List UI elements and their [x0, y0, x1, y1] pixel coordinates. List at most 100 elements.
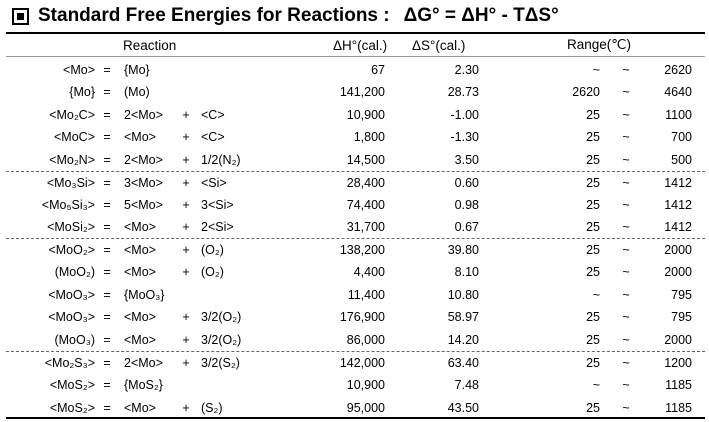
product-2-cell — [201, 284, 291, 306]
title-equation: ΔG° = ΔH° - TΔS° — [403, 5, 559, 26]
equals-cell: = — [103, 85, 111, 99]
range-tilde-cell: ~ — [622, 288, 630, 302]
table-row: <Mo₂C> = 2<Mo> + <C> 10,900 -1.00 25 ~1100 — [0, 104, 709, 126]
equals-cell: = — [103, 356, 111, 370]
table-title: Standard Free Energies for Reactions : Δ… — [12, 3, 559, 29]
delta-h-cell: 176,900 — [339, 310, 385, 324]
delta-h-cell: 141,200 — [339, 85, 385, 99]
delta-s-cell: 3.50 — [454, 153, 479, 167]
range-tilde-cell: ~ — [622, 378, 630, 392]
plus-cell: + — [182, 198, 190, 212]
range-tilde-cell: ~ — [622, 198, 630, 212]
range-tilde-cell: ~ — [622, 356, 630, 370]
table-row: <Mo₃Si> = 3<Mo> + <Si> 28,400 0.60 25 ~1412 — [0, 172, 709, 194]
product-2-cell: <Si> — [201, 176, 227, 190]
equals-cell: = — [103, 153, 111, 167]
range-high-cell: 1412 — [664, 176, 692, 190]
range-low-cell: 2620 — [572, 85, 600, 99]
delta-h-cell: 31,700 — [346, 220, 385, 234]
table-row: <Mo₂N> = 2<Mo> +1/2(N₂) 14,500 3.50 25 ~500 — [0, 149, 709, 171]
equals-cell: = — [103, 243, 111, 257]
table-row: <MoO₂> = <Mo> + (O₂) 138,200 39.80 25 ~2000 — [0, 239, 709, 261]
equals-cell: = — [103, 220, 111, 234]
delta-s-cell: 43.50 — [447, 401, 479, 415]
plus-cell: + — [182, 310, 190, 324]
reactant-cell: (MoO₂) — [54, 265, 95, 279]
top-rule — [6, 32, 705, 34]
range-high-cell: 500 — [671, 153, 692, 167]
delta-h-cell: 28,400 — [346, 176, 385, 190]
delta-s-cell: 8.10 — [454, 265, 479, 279]
table-row: <Mo₂S₃> = 2<Mo> +3/2(S₂) 142,000 63.40 25 ~1200 — [0, 352, 709, 374]
range-low-cell: 25 — [586, 243, 600, 257]
equals-cell: = — [103, 288, 111, 302]
delta-s-cell: 14.20 — [447, 333, 479, 347]
title-text: Standard Free Energies for Reactions : — [38, 5, 390, 26]
plus-cell — [180, 284, 192, 306]
product-2-cell — [201, 81, 291, 103]
equals-cell: = — [103, 108, 111, 122]
reactant-cell: <Mo₂C> — [49, 108, 95, 122]
range-high-cell: 795 — [671, 288, 692, 302]
product-1-cell: <Mo> — [124, 265, 156, 279]
product-2-cell: <C> — [201, 108, 225, 122]
range-tilde-cell: ~ — [622, 85, 630, 99]
equals-cell: = — [103, 265, 111, 279]
table-row: <MoO₃> = <Mo> +3/2(O₂) 176,900 58.97 25 ~795 — [0, 306, 709, 328]
range-high-cell: 1100 — [665, 108, 692, 122]
equals-cell: = — [103, 63, 111, 77]
plus-cell: + — [182, 176, 190, 190]
reactant-cell: <MoC> — [54, 130, 95, 144]
range-high-cell: 795 — [671, 310, 692, 324]
range-low-cell: 25 — [586, 153, 600, 167]
plus-cell: + — [182, 243, 190, 257]
range-tilde-cell: ~ — [622, 220, 630, 234]
range-low-cell: 25 — [586, 198, 600, 212]
equals-cell: = — [103, 130, 111, 144]
delta-s-cell: 0.98 — [454, 198, 479, 212]
reactant-cell: <MoS₂> — [49, 378, 95, 392]
product-2-cell — [201, 374, 291, 396]
range-high-cell: 2000 — [664, 333, 692, 347]
header-reaction: Reaction — [123, 37, 177, 53]
bottom-rule — [6, 417, 705, 419]
reactant-cell: (MoO₃) — [54, 333, 95, 347]
range-tilde-cell: ~ — [622, 333, 630, 347]
header-delta-h: ΔH°(cal.) — [333, 37, 388, 53]
range-low-cell: 25 — [586, 401, 600, 415]
delta-s-cell: -1.30 — [450, 130, 480, 144]
table-row: <MoS₂> = <Mo> + (S₂) 95,000 43.50 25 ~1185 — [0, 397, 709, 419]
range-high-cell: 700 — [671, 130, 692, 144]
delta-h-cell: 142,000 — [339, 356, 385, 370]
plus-cell: + — [182, 333, 190, 347]
table-row: <MoC> = <Mo> + <C> 1,800 -1.30 25 ~700 — [0, 126, 709, 148]
reactant-cell: <Mo₅Si₃> — [41, 198, 95, 212]
product-1-cell: <Mo> — [124, 220, 156, 234]
delta-h-cell: 67 — [371, 63, 385, 77]
square-bullet-icon — [12, 7, 29, 25]
product-2-cell: <C> — [201, 130, 225, 144]
product-2-cell: 2<Si> — [201, 220, 234, 234]
delta-s-cell: 39.80 — [447, 243, 479, 257]
range-tilde-cell: ~ — [622, 63, 630, 77]
product-2-cell: 3/2(S₂) — [201, 356, 240, 370]
range-high-cell: 1200 — [664, 356, 692, 370]
range-tilde-cell: ~ — [622, 310, 630, 324]
product-1-cell: 2<Mo> — [124, 108, 163, 122]
plus-cell: + — [182, 220, 190, 234]
delta-s-cell: 0.67 — [454, 220, 479, 234]
plus-cell: + — [182, 265, 190, 279]
range-low-cell: 25 — [586, 130, 600, 144]
product-1-cell: 2<Mo> — [124, 153, 163, 167]
plus-cell: + — [182, 108, 190, 122]
group-separator — [6, 238, 705, 239]
delta-h-cell: 138,200 — [339, 243, 385, 257]
plus-cell — [180, 81, 192, 103]
range-high-cell: 2000 — [664, 265, 692, 279]
range-low-cell: ~ — [592, 288, 600, 302]
delta-h-cell: 74,400 — [346, 198, 385, 212]
range-tilde-cell: ~ — [622, 130, 630, 144]
group-separator — [6, 351, 705, 352]
product-2-cell — [201, 59, 291, 81]
table-row: <MoS₂> = {MoS₂} 10,900 7.48 ~ ~1185 — [0, 374, 709, 396]
